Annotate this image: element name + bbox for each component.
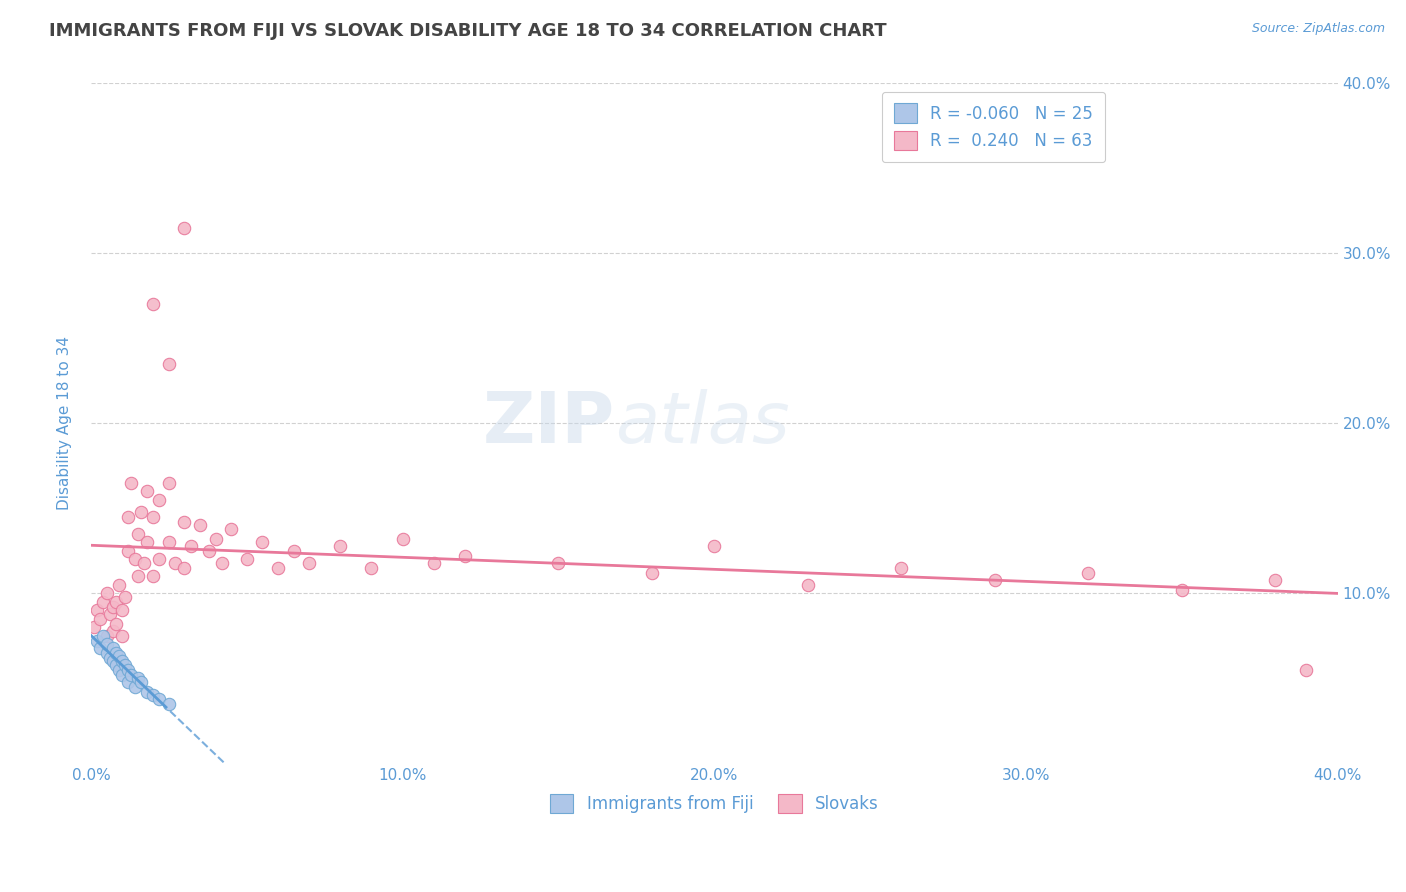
Point: [198, 543, 221, 558]
Text: ZIP: ZIP: [482, 389, 614, 458]
Point: [252, 535, 274, 549]
Point: [93, 629, 115, 643]
Point: [283, 543, 305, 558]
Point: [267, 560, 290, 574]
Point: [127, 671, 149, 685]
Point: [298, 556, 321, 570]
Point: [148, 492, 170, 507]
Point: [111, 629, 134, 643]
Point: [111, 603, 134, 617]
Point: [173, 560, 195, 574]
Point: [104, 616, 127, 631]
Point: [219, 522, 242, 536]
Point: [204, 532, 226, 546]
Point: [129, 674, 152, 689]
Point: [142, 688, 165, 702]
Point: [96, 629, 118, 643]
Point: [454, 549, 477, 563]
Point: [136, 685, 159, 699]
Point: [136, 484, 159, 499]
Text: IMMIGRANTS FROM FIJI VS SLOVAK DISABILITY AGE 18 TO 34 CORRELATION CHART: IMMIGRANTS FROM FIJI VS SLOVAK DISABILIT…: [49, 22, 887, 40]
Point: [89, 640, 111, 655]
Point: [173, 515, 195, 529]
Point: [101, 640, 124, 655]
Point: [329, 539, 352, 553]
Point: [211, 556, 233, 570]
Point: [188, 518, 211, 533]
Point: [98, 650, 121, 665]
Point: [86, 633, 108, 648]
Point: [96, 637, 118, 651]
Point: [86, 603, 108, 617]
Point: [890, 560, 912, 574]
Point: [547, 556, 569, 570]
Point: [93, 595, 115, 609]
Point: [142, 297, 165, 311]
Point: [117, 663, 139, 677]
Point: [89, 612, 111, 626]
Point: [117, 543, 139, 558]
Legend: Immigrants from Fiji, Slovaks: Immigrants from Fiji, Slovaks: [540, 783, 889, 822]
Point: [1264, 573, 1286, 587]
Point: [96, 586, 118, 600]
Point: [391, 532, 413, 546]
Point: [157, 535, 180, 549]
Point: [165, 556, 187, 570]
Point: [157, 357, 180, 371]
Point: [236, 552, 259, 566]
Point: [108, 578, 131, 592]
Point: [157, 697, 180, 711]
Point: [124, 680, 146, 694]
Text: atlas: atlas: [614, 389, 789, 458]
Point: [1295, 663, 1317, 677]
Y-axis label: Disability Age 18 to 34: Disability Age 18 to 34: [58, 336, 72, 510]
Point: [148, 691, 170, 706]
Point: [120, 475, 142, 490]
Point: [423, 556, 446, 570]
Point: [127, 526, 149, 541]
Point: [1171, 582, 1194, 597]
Point: [157, 475, 180, 490]
Point: [136, 535, 159, 549]
Point: [797, 578, 820, 592]
Point: [180, 539, 202, 553]
Point: [104, 657, 127, 672]
Point: [111, 667, 134, 681]
Point: [120, 667, 142, 681]
Point: [111, 654, 134, 668]
Point: [108, 649, 131, 664]
Point: [101, 599, 124, 614]
Point: [984, 573, 1007, 587]
Point: [127, 569, 149, 583]
Point: [148, 552, 170, 566]
Point: [117, 674, 139, 689]
Point: [104, 646, 127, 660]
Point: [101, 654, 124, 668]
Point: [132, 556, 155, 570]
Point: [360, 560, 382, 574]
Point: [108, 663, 131, 677]
Text: Source: ZipAtlas.com: Source: ZipAtlas.com: [1251, 22, 1385, 36]
Point: [142, 569, 165, 583]
Point: [104, 595, 127, 609]
Point: [101, 624, 124, 638]
Point: [83, 620, 105, 634]
Point: [124, 552, 146, 566]
Point: [173, 220, 195, 235]
Point: [114, 657, 136, 672]
Point: [117, 509, 139, 524]
Point: [129, 505, 152, 519]
Point: [98, 607, 121, 621]
Point: [142, 509, 165, 524]
Point: [1077, 566, 1099, 580]
Point: [641, 566, 664, 580]
Point: [114, 590, 136, 604]
Point: [96, 646, 118, 660]
Point: [703, 539, 725, 553]
